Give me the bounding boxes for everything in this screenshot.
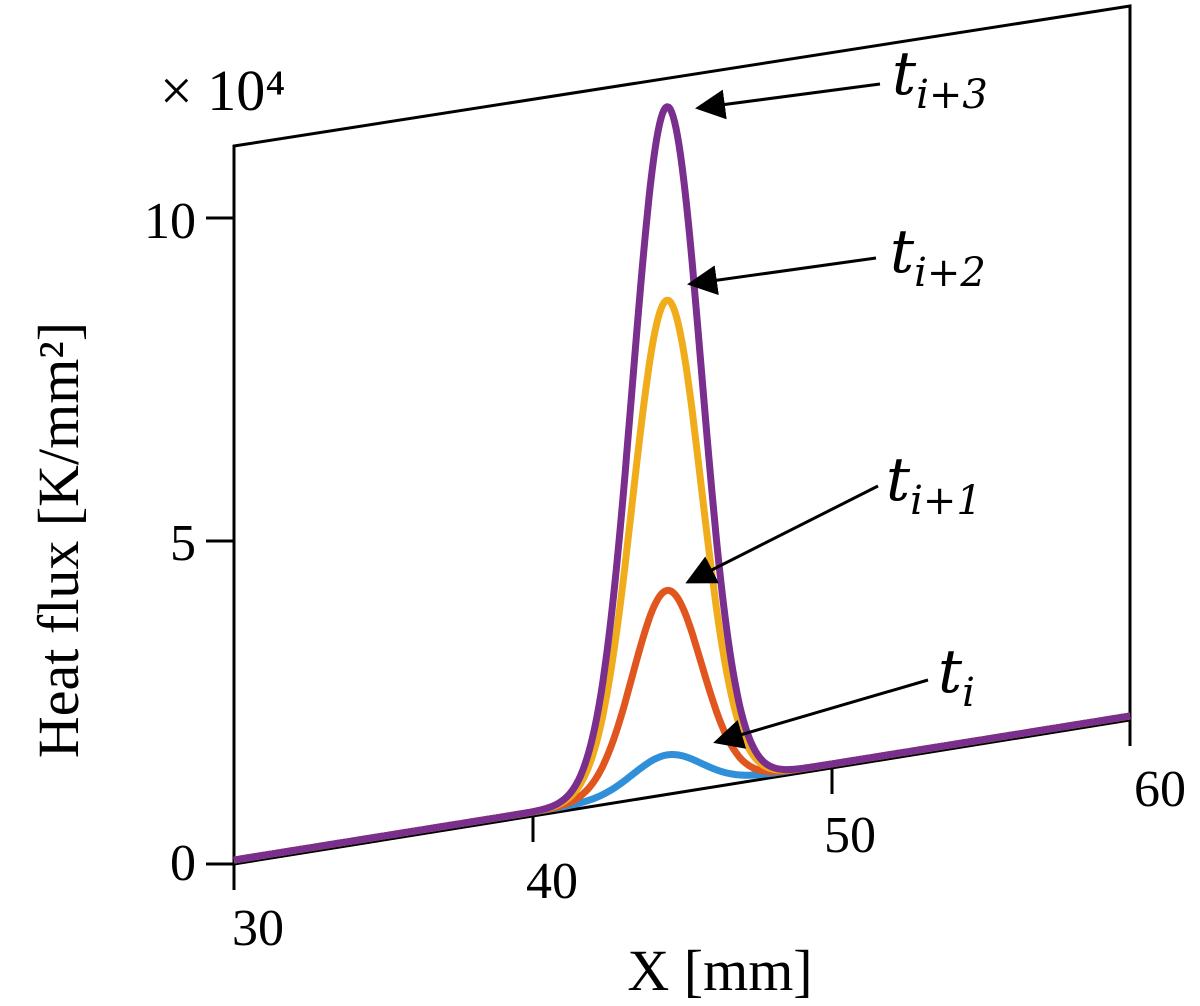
y-multiplier: × 10⁴ — [160, 58, 285, 123]
annotation-label-t-i3: ti+3 — [892, 39, 988, 118]
annotation-label-t-i1: ti+1 — [886, 445, 982, 524]
annotation-base-t-i3: t — [892, 39, 917, 109]
annotation-arrow-t-i1 — [685, 484, 879, 584]
annotation-t-i: ti — [713, 637, 975, 749]
series-line-2 — [232, 296, 1132, 864]
y-tick-label-5: 5 — [170, 515, 196, 572]
y-axis-label: Heat flux [K/mm²] — [26, 322, 91, 758]
annotation-sub-t-i: i — [962, 670, 975, 716]
y-tick-labels: 0 5 10 — [144, 193, 196, 892]
annotation-arrow-t-i3 — [695, 82, 881, 120]
annotation-base-t-i: t — [938, 637, 963, 707]
x-tick-labels: 30 40 50 60 — [232, 761, 1186, 957]
annotation-arrow-t-i2 — [687, 256, 877, 296]
annotation-sub-t-i3: i+3 — [916, 72, 988, 118]
series-curves — [232, 103, 1132, 864]
y-ticks — [206, 216, 234, 866]
annotation-base-t-i1: t — [886, 445, 911, 515]
x-tick-label-60: 60 — [1134, 761, 1186, 818]
annotation-t-i2: ti+2 — [687, 217, 986, 296]
series-line-3 — [232, 103, 1132, 864]
time-annotations: ti ti+1 ti+2 ti+3 — [685, 39, 988, 749]
x-axis-label: X [mm] — [627, 938, 812, 1003]
annotation-base-t-i2: t — [890, 217, 915, 287]
series-line-1 — [232, 586, 1132, 864]
annotation-sub-t-i1: i+1 — [910, 478, 982, 524]
x-tick-label-30: 30 — [232, 900, 284, 957]
annotation-label-t-i: ti — [938, 637, 975, 716]
y-tick-label-10: 10 — [144, 193, 196, 250]
y-tick-label-0: 0 — [170, 835, 196, 892]
annotation-label-t-i2: ti+2 — [890, 217, 986, 296]
annotation-t-i1: ti+1 — [685, 445, 982, 584]
annotation-sub-t-i2: i+2 — [914, 250, 986, 296]
x-tick-label-40: 40 — [526, 853, 578, 910]
annotation-t-i3: ti+3 — [695, 39, 988, 120]
x-tick-label-50: 50 — [824, 807, 876, 864]
annotation-arrow-t-i — [713, 678, 929, 749]
x-ticks — [232, 720, 1132, 890]
